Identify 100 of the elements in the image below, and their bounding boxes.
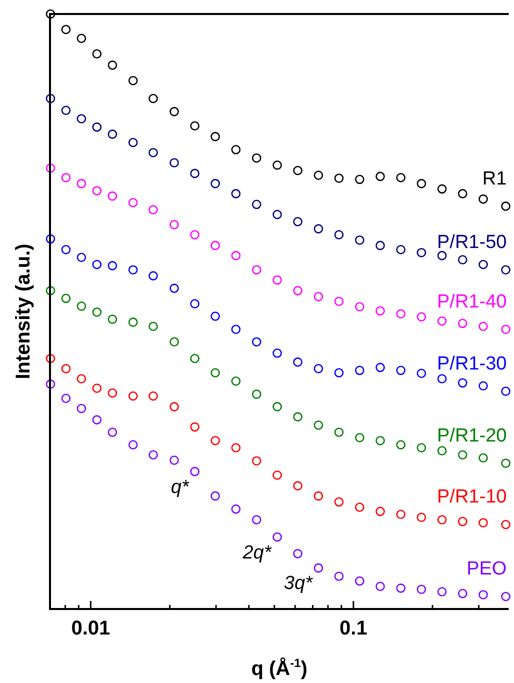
- point: [272, 532, 282, 542]
- point: [210, 312, 220, 321]
- point: [416, 368, 426, 378]
- point: [314, 491, 324, 501]
- point: [458, 588, 468, 598]
- point: [170, 220, 179, 230]
- point: [252, 200, 262, 210]
- point: [272, 348, 282, 358]
- annotation: 3q*: [284, 573, 314, 594]
- point: [314, 292, 324, 302]
- point: [108, 428, 118, 437]
- point: [128, 440, 138, 450]
- point: [376, 362, 385, 372]
- point: [170, 402, 179, 412]
- point: [458, 516, 468, 526]
- point: [376, 306, 385, 316]
- point: [252, 390, 262, 399]
- point: [354, 432, 364, 442]
- point: [354, 502, 364, 512]
- point: [128, 76, 138, 86]
- point: [334, 174, 344, 183]
- point: [478, 381, 488, 391]
- annotation: 2q*: [242, 542, 272, 564]
- point: [376, 436, 385, 446]
- series-label: PEO: [466, 558, 507, 580]
- point: [437, 184, 447, 194]
- point: [314, 563, 324, 573]
- point: [252, 153, 262, 163]
- point: [314, 224, 324, 234]
- point: [210, 132, 220, 142]
- point: [396, 510, 406, 520]
- point: [354, 366, 364, 376]
- series-label: R1: [482, 168, 507, 190]
- point: [376, 172, 385, 182]
- x-tick-label: 0.1: [340, 618, 368, 640]
- point: [170, 284, 179, 293]
- point: [293, 549, 302, 558]
- point: [376, 506, 385, 516]
- point: [437, 446, 447, 456]
- point: [231, 504, 241, 514]
- point: [478, 518, 488, 528]
- point: [190, 121, 200, 131]
- point: [210, 368, 220, 378]
- point: [108, 261, 118, 270]
- point: [148, 322, 158, 332]
- point: [190, 230, 200, 240]
- point: [170, 456, 179, 465]
- point: [437, 316, 447, 326]
- point: [416, 248, 426, 258]
- point: [293, 357, 302, 367]
- point: [437, 374, 447, 384]
- series-label: P/R1-30: [436, 353, 507, 374]
- point: [458, 378, 468, 388]
- point: [416, 312, 426, 322]
- point: [272, 470, 282, 480]
- point: [272, 402, 282, 412]
- point: [458, 450, 468, 460]
- point: [210, 178, 220, 188]
- point: [148, 148, 158, 158]
- point: [148, 450, 158, 460]
- series-label: P/R1-20: [436, 425, 507, 446]
- y-axis-title: Intensity (a.u.): [12, 244, 35, 380]
- point: [272, 275, 282, 285]
- point: [478, 260, 488, 270]
- point: [376, 582, 385, 592]
- point: [334, 572, 344, 581]
- point: [314, 420, 324, 430]
- point: [128, 391, 138, 401]
- point: [458, 189, 468, 198]
- point: [396, 244, 406, 254]
- point: [272, 210, 282, 220]
- point: [148, 391, 158, 401]
- point: [396, 366, 406, 376]
- point: [416, 512, 426, 522]
- point: [334, 428, 344, 437]
- point: [293, 217, 302, 226]
- annotation: q*: [170, 476, 190, 498]
- point: [108, 388, 118, 398]
- point: [293, 286, 302, 296]
- point: [437, 515, 447, 524]
- point: [190, 466, 200, 476]
- point: [148, 94, 158, 104]
- point: [190, 422, 200, 432]
- point: [170, 158, 179, 168]
- point: [108, 60, 118, 70]
- point: [354, 174, 364, 184]
- point: [416, 178, 426, 188]
- point: [334, 368, 344, 378]
- series-label: P/R1-10: [436, 486, 507, 508]
- series-label: P/R1-50: [436, 232, 507, 254]
- point: [252, 456, 262, 466]
- point: [231, 376, 241, 386]
- point: [478, 453, 488, 463]
- point: [437, 587, 447, 596]
- point: [190, 168, 200, 178]
- point: [128, 198, 138, 208]
- point: [231, 145, 241, 154]
- point: [314, 364, 324, 374]
- point: [478, 322, 488, 332]
- point: [354, 302, 364, 312]
